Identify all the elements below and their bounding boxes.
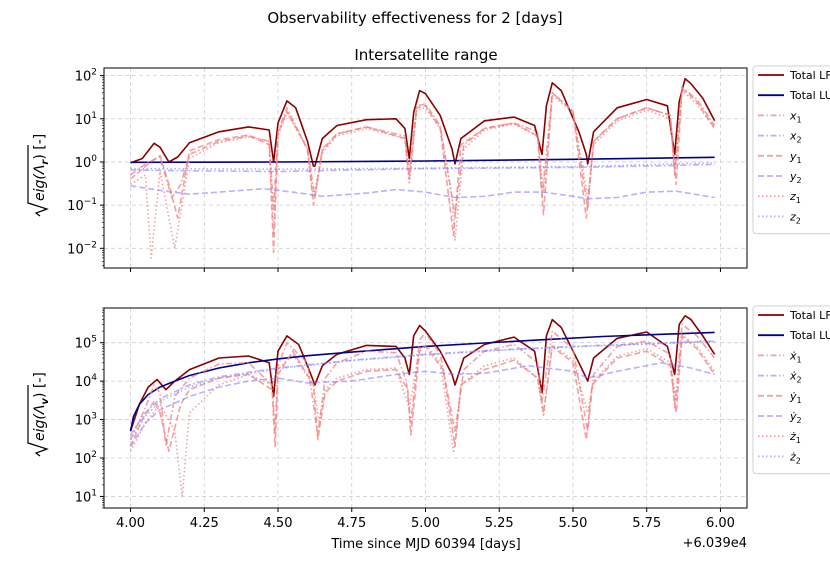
legend-label: ẋ2: [789, 370, 802, 385]
x-axis-label: Time since MJD 60394 [days]: [330, 537, 520, 552]
bottom-panel-series: [129, 314, 716, 498]
y-tick-label: 103: [75, 412, 97, 429]
bottom-panel-ylabel-tail: ) [-]: [32, 372, 48, 398]
series-line-z1: [130, 89, 716, 259]
series-line-Total LF: [130, 77, 716, 167]
legend-label: ẋ1: [789, 349, 802, 364]
bottom-panel-grid: [104, 308, 747, 508]
y-tick-label: 104: [75, 373, 98, 390]
y-tick-label: 100: [75, 154, 98, 171]
series-line-ydot1: [129, 335, 716, 453]
y-tick-label: 102: [75, 450, 97, 467]
series-line-Total LF: [129, 314, 716, 432]
bottom-panel-x-ticks: 4.00 4.25 4.50 4.75 5.00 5.25 5.50 5.75 6.00: [116, 508, 735, 531]
legend-label: Total LU: [789, 89, 830, 102]
series-line-Total LU: [129, 331, 715, 432]
series-line-x2: [130, 163, 715, 173]
y-tick-label: 101: [75, 111, 97, 128]
legend-box: [752, 65, 830, 235]
top-panel-legend: Total LF Total LU x1 x2 y1 y2 z1 z2: [752, 65, 830, 235]
legend-label: Total LF: [789, 69, 830, 82]
series-line-y2: [130, 185, 715, 200]
series-line-Total LU: [130, 156, 715, 164]
top-panel-ylabel-main: eig(Λ: [32, 165, 48, 201]
bottom-panel-y-ticks: 101 102 103 104 105: [75, 307, 104, 509]
x-tick-label: 5.25: [485, 516, 514, 531]
x-tick-label: 6.00: [706, 516, 735, 531]
legend-label: x1: [789, 109, 802, 124]
bottom-panel-ylabel-sub: v: [40, 398, 51, 405]
legend-label: z1: [789, 190, 801, 205]
top-panel-ylabel-sub: r: [40, 159, 51, 165]
x-offset-label: +6.039e4: [683, 536, 747, 551]
sqrt-symbol: [27, 385, 49, 457]
y-tick-label: 101: [75, 488, 97, 505]
legend-label: z2: [789, 210, 801, 225]
x-tick-label: 5.50: [559, 516, 588, 531]
legend-label: y2: [789, 170, 802, 185]
y-tick-label: 105: [75, 335, 97, 352]
svg-text:eig(Λv) [-]: eig(Λv) [-]: [32, 372, 51, 441]
series-line-xdot1: [129, 323, 716, 448]
top-panel-series: [129, 77, 716, 259]
x-tick-label: 4.25: [190, 516, 219, 531]
bottom-panel-legend: Total LF Total LU ẋ1 ẋ2 ẏ1 ẏ2 ż1 ż2: [752, 305, 830, 475]
legend-label: ẏ1: [789, 390, 802, 405]
figure-suptitle: Observability effectiveness for 2 [days]: [267, 9, 562, 27]
x-tick-label: 5.75: [632, 516, 661, 531]
x-tick-label: 4.50: [264, 516, 293, 531]
series-line-y1: [129, 87, 716, 254]
top-panel-title: Intersatellite range: [354, 46, 497, 64]
legend-box: [752, 305, 830, 475]
x-tick-label: 4.75: [337, 516, 366, 531]
legend-label: Total LF: [789, 309, 830, 322]
y-tick-label: 102: [75, 68, 97, 85]
bottom-panel-ylabel: eig(Λv) [-]: [27, 372, 51, 457]
legend-label: ż1: [789, 430, 801, 445]
x-tick-label: 4.00: [116, 516, 145, 531]
series-line-zdot2: [129, 341, 715, 441]
top-panel-y-ticks: 10−2 10−1 100 101 102: [67, 68, 104, 266]
bottom-panel-ylabel-main: eig(Λ: [32, 405, 48, 441]
legend-label: x2: [789, 130, 802, 145]
sqrt-symbol: [27, 145, 49, 217]
svg-text:eig(Λr) [-]: eig(Λr) [-]: [32, 134, 51, 201]
top-panel: Intersatellite range 10−2 10−1 100 101 102 e…: [27, 46, 830, 272]
x-tick-label: 5.00: [411, 516, 440, 531]
top-panel-grid: [104, 68, 747, 268]
top-panel-ylabel-tail: ) [-]: [32, 134, 48, 160]
bottom-panel: 4.00 4.25 4.50 4.75 5.00 5.25 5.50 5.75 6.00 101…: [27, 305, 830, 552]
legend-label: ẏ2: [789, 410, 802, 425]
top-panel-x-ticks: [130, 268, 721, 272]
legend-label: y1: [789, 150, 802, 165]
legend-label: Total LU: [789, 329, 830, 342]
legend-label: ż2: [789, 450, 801, 465]
y-tick-label: 10−2: [67, 240, 97, 257]
top-panel-ylabel: eig(Λr) [-]: [27, 134, 51, 217]
series-line-ydot2: [129, 361, 715, 447]
y-tick-label: 10−1: [67, 197, 97, 214]
